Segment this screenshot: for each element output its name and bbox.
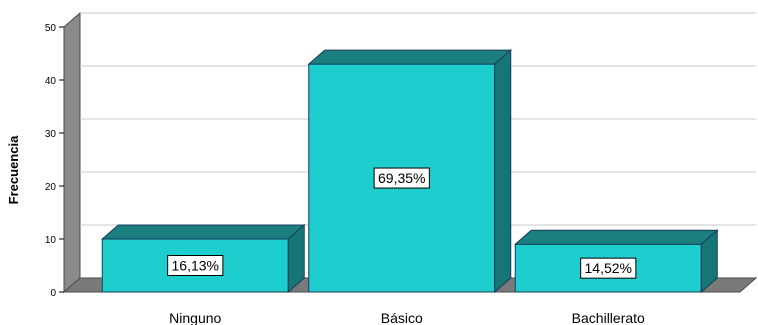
x-category-label: Básico: [381, 310, 423, 325]
y-tick-label: 0: [50, 288, 56, 299]
data-label-box: [580, 257, 637, 279]
data-label: 16,13%: [172, 258, 219, 274]
x-axis: Ninguno Básico Bachillerato: [169, 310, 645, 325]
bar-side: [494, 48, 512, 294]
data-label: 14,52%: [585, 260, 632, 276]
y-tick-label: 40: [45, 76, 57, 87]
y-axis: 0 10 20 30 40 50: [45, 23, 64, 299]
data-label-box: [373, 167, 430, 189]
left-wall: [63, 11, 81, 294]
data-label: 69,35%: [378, 170, 425, 186]
bars: 16,13% 69,35% 14,52%: [100, 48, 719, 294]
x-category-label: Ninguno: [169, 310, 221, 325]
y-tick-label: 20: [45, 182, 57, 193]
bar-básico: [308, 63, 496, 293]
bar-top: [100, 224, 306, 240]
bar-side: [700, 229, 718, 294]
y-axis-label: Frecuencia: [6, 135, 21, 204]
bar-top: [513, 229, 719, 245]
y-tick-label: 10: [45, 235, 57, 246]
bar-top: [307, 49, 513, 65]
y-tick-label: 30: [45, 129, 57, 140]
y-tick-label: 50: [45, 23, 57, 34]
bar-side: [287, 223, 305, 294]
data-label-box: [167, 255, 224, 276]
x-category-label: Bachillerato: [572, 310, 645, 325]
